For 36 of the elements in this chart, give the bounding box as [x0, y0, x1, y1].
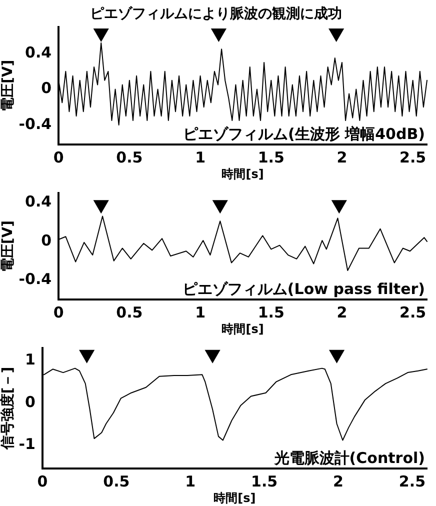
y-tick-label: -1 [18, 435, 36, 454]
x-tick-label: 1 [195, 303, 206, 322]
x-axis-title: 時間[s] [222, 166, 264, 181]
x-tick-label: 1.5 [251, 472, 278, 490]
y-axis-title: 電圧[V] [0, 60, 16, 112]
x-tick-label: 2.5 [398, 472, 426, 490]
y-tick-label: -0.4 [18, 270, 52, 288]
x-axis-title: 時間[s] [214, 490, 256, 505]
y-tick-label: 0.4 [25, 43, 52, 62]
x-tick-label: 0.5 [116, 303, 143, 322]
x-tick-label: 2.5 [400, 303, 426, 322]
y-tick-label: 0 [41, 231, 52, 250]
x-tick-label: 2 [333, 472, 344, 490]
y-tick-label: 0.4 [25, 192, 52, 211]
x-tick-label: 0.5 [103, 472, 130, 490]
x-tick-label: 2 [336, 148, 348, 166]
x-tick-label: 0 [53, 148, 64, 166]
annotation: 光電脈波計(Control) [273, 448, 425, 467]
x-tick-label: 1.5 [258, 148, 284, 166]
annotation: ピエゾフィルム(Low pass filter) [182, 280, 425, 298]
y-tick-label: 0 [41, 79, 52, 98]
y-tick-label: 1 [25, 350, 36, 369]
x-tick-label: 2 [336, 303, 348, 322]
y-tick-label: 0 [25, 392, 36, 411]
x-tick-label: 1.5 [258, 303, 284, 322]
y-axis-title: 信号強度[－] [0, 366, 16, 451]
x-tick-label: 0.5 [116, 148, 143, 166]
x-axis-title: 時間[s] [222, 322, 264, 336]
x-tick-label: 1 [185, 472, 196, 490]
y-axis-title: 電圧[V] [0, 220, 16, 272]
x-tick-label: 2.5 [400, 148, 426, 166]
chart-title: ピエゾフィルムにより脈波の観測に成功 [90, 6, 342, 22]
x-tick-label: 0 [53, 303, 64, 322]
annotation: ピエゾフィルム(生波形 増幅40dB) [183, 124, 425, 143]
y-tick-label: -0.4 [18, 114, 52, 133]
x-tick-label: 1 [195, 148, 206, 166]
